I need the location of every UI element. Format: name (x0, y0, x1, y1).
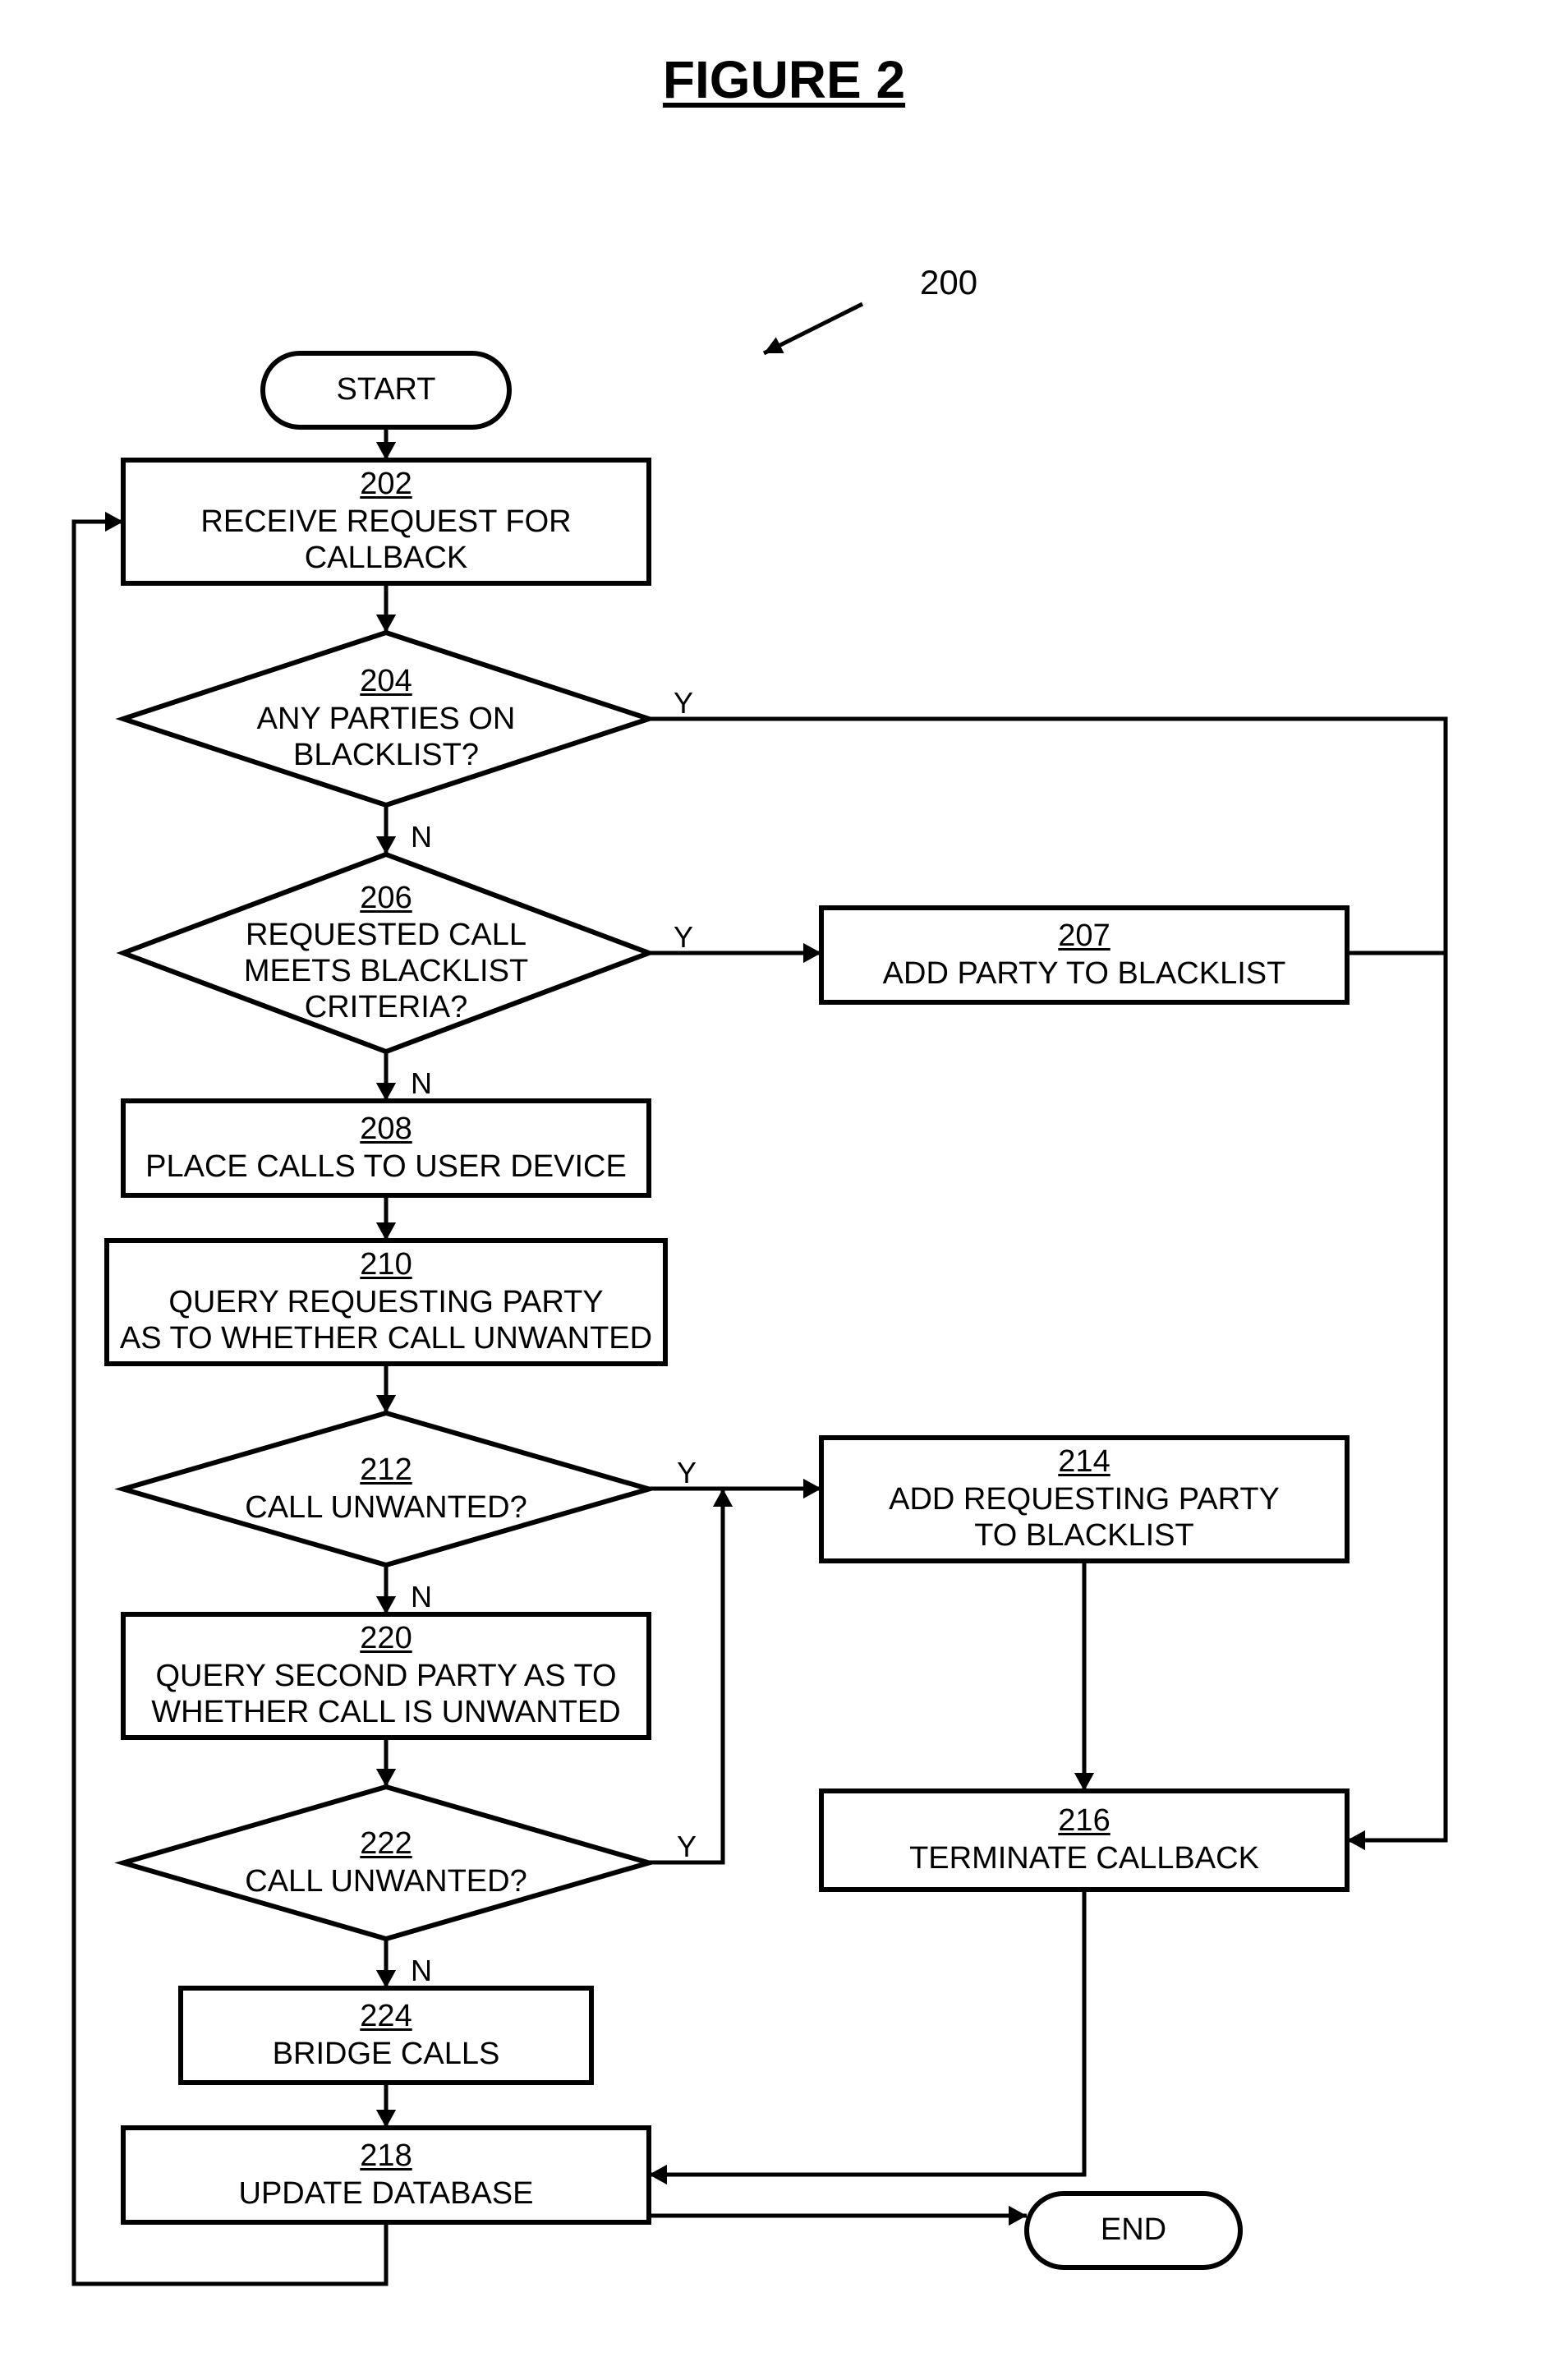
node-label: 224BRIDGE CALLS (181, 1988, 591, 2083)
node-label: 208PLACE CALLS TO USER DEVICE (123, 1101, 649, 1195)
node-label: 210QUERY REQUESTING PARTYAS TO WHETHER C… (107, 1241, 665, 1364)
edge-label: N (411, 820, 432, 854)
node-label: 202RECEIVE REQUEST FORCALLBACK (123, 460, 649, 583)
node-label: START (263, 353, 509, 427)
edge-label: Y (677, 1830, 697, 1864)
edge-label: Y (674, 920, 693, 955)
edge-label: N (411, 1954, 432, 1988)
edge-label: N (411, 1580, 432, 1614)
node-label: 206REQUESTED CALLMEETS BLACKLISTCRITERIA… (123, 854, 649, 1052)
node-label: 220QUERY SECOND PARTY AS TOWHETHER CALL … (123, 1614, 649, 1738)
edge-label: N (411, 1066, 432, 1101)
node-label: 216TERMINATE CALLBACK (821, 1791, 1347, 1890)
node-label: 207ADD PARTY TO BLACKLIST (821, 908, 1347, 1002)
node-label: END (1027, 2194, 1240, 2267)
node-label: 212CALL UNWANTED? (123, 1413, 649, 1565)
node-label: 214ADD REQUESTING PARTYTO BLACKLIST (821, 1438, 1347, 1561)
node-label: 218UPDATE DATABASE (123, 2128, 649, 2222)
edge-label: Y (677, 1456, 697, 1490)
page: FIGURE 2 200 START202RECEIVE REQUEST FOR… (0, 0, 1568, 2380)
edge-label: Y (674, 686, 693, 720)
node-label: 222CALL UNWANTED? (123, 1787, 649, 1939)
node-label: 204ANY PARTIES ONBLACKLIST? (123, 633, 649, 805)
